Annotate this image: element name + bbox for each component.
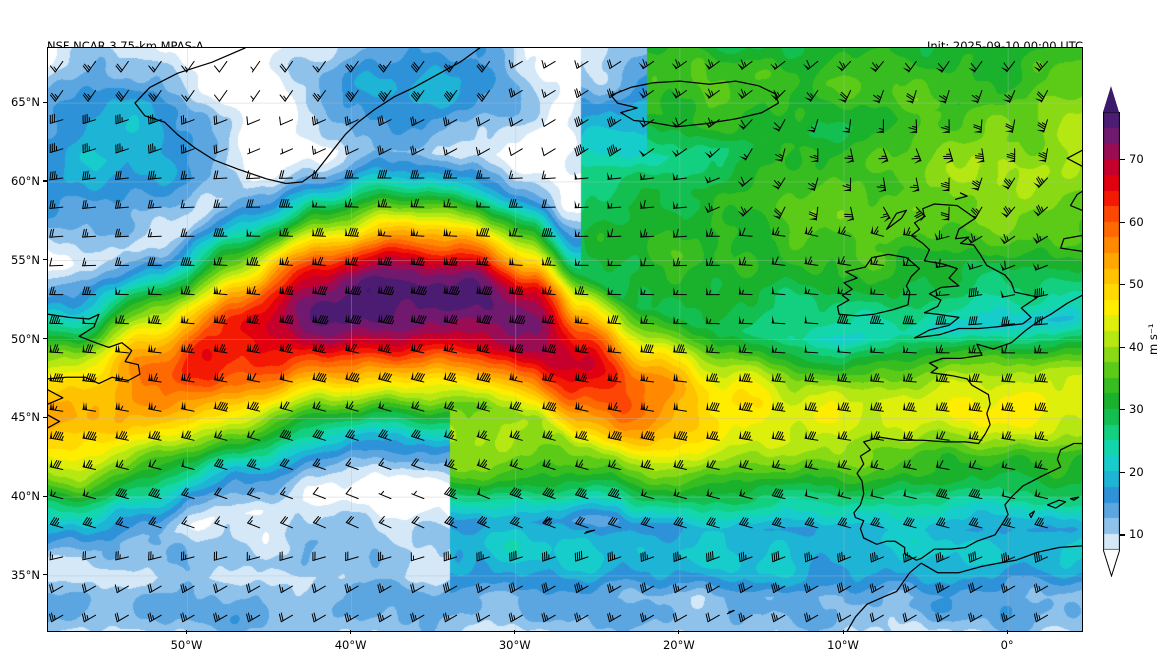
colorbar-tick-mark [1120,284,1125,286]
colorbar-extend-top [1103,86,1119,112]
y-axis-tick-mark [43,180,47,182]
colorbar-extend-bottom [1103,549,1120,577]
colorbar-tick-label: 40 [1129,339,1144,354]
colorbar-tick-mark [1120,409,1125,411]
y-axis-tick-mark [43,259,47,261]
colorbar-tick-mark [1120,221,1125,223]
y-axis-tick-label: 60°N [11,173,40,188]
wind-speed-shading [48,48,1082,631]
colorbar-tick-mark [1120,158,1125,161]
colorbar-tick-label: 20 [1129,464,1144,479]
colorbar-tick-label: 10 [1129,527,1144,542]
x-axis-tick-mark [186,630,188,634]
y-axis-tick-label: 55°N [11,252,40,267]
colorbar-tick-label: 70 [1129,151,1144,166]
y-axis-tick-mark [43,574,47,576]
x-axis-tick-mark [514,630,516,634]
colorbar-tick-label: 60 [1129,214,1144,229]
x-axis-tick-label: 30°W [498,638,531,652]
colorbar-tick-mark [1120,471,1125,473]
colorbar-tick-label: 30 [1129,402,1144,417]
y-axis-tick-label: 40°N [11,489,40,504]
x-axis-tick-label: 0° [1000,638,1014,652]
x-axis-tick-mark [678,630,680,634]
y-axis-tick-label: 65°N [11,95,40,110]
map-plot-area[interactable] [47,47,1083,632]
x-axis-tick-mark [1006,630,1008,634]
y-axis-tick-mark [43,416,47,418]
colorbar-tick-label: 50 [1129,277,1144,292]
colorbar-tick-mark [1120,534,1125,536]
y-axis-tick-label: 45°N [11,410,40,425]
x-axis-tick-mark [842,630,844,634]
y-axis-tick-label: 50°N [11,331,40,346]
x-axis-tick-label: 10°W [827,638,859,652]
y-axis-tick-mark [43,101,47,103]
y-axis-tick-mark [43,338,47,340]
colorbar[interactable]: 10 20 30 40 50 60 70 [1103,86,1144,577]
colorbar-gradient [1103,112,1120,550]
x-axis-tick-label: 50°W [170,638,203,652]
y-axis-tick-mark [43,495,47,497]
x-axis-tick-label: 20°W [662,638,695,652]
x-axis-tick-label: 40°W [334,638,367,652]
colorbar-unit-label: m s⁻¹ [1146,323,1160,355]
y-axis-tick-label: 35°N [11,567,40,582]
x-axis-tick-mark [350,630,352,634]
colorbar-tick-mark [1120,346,1125,348]
